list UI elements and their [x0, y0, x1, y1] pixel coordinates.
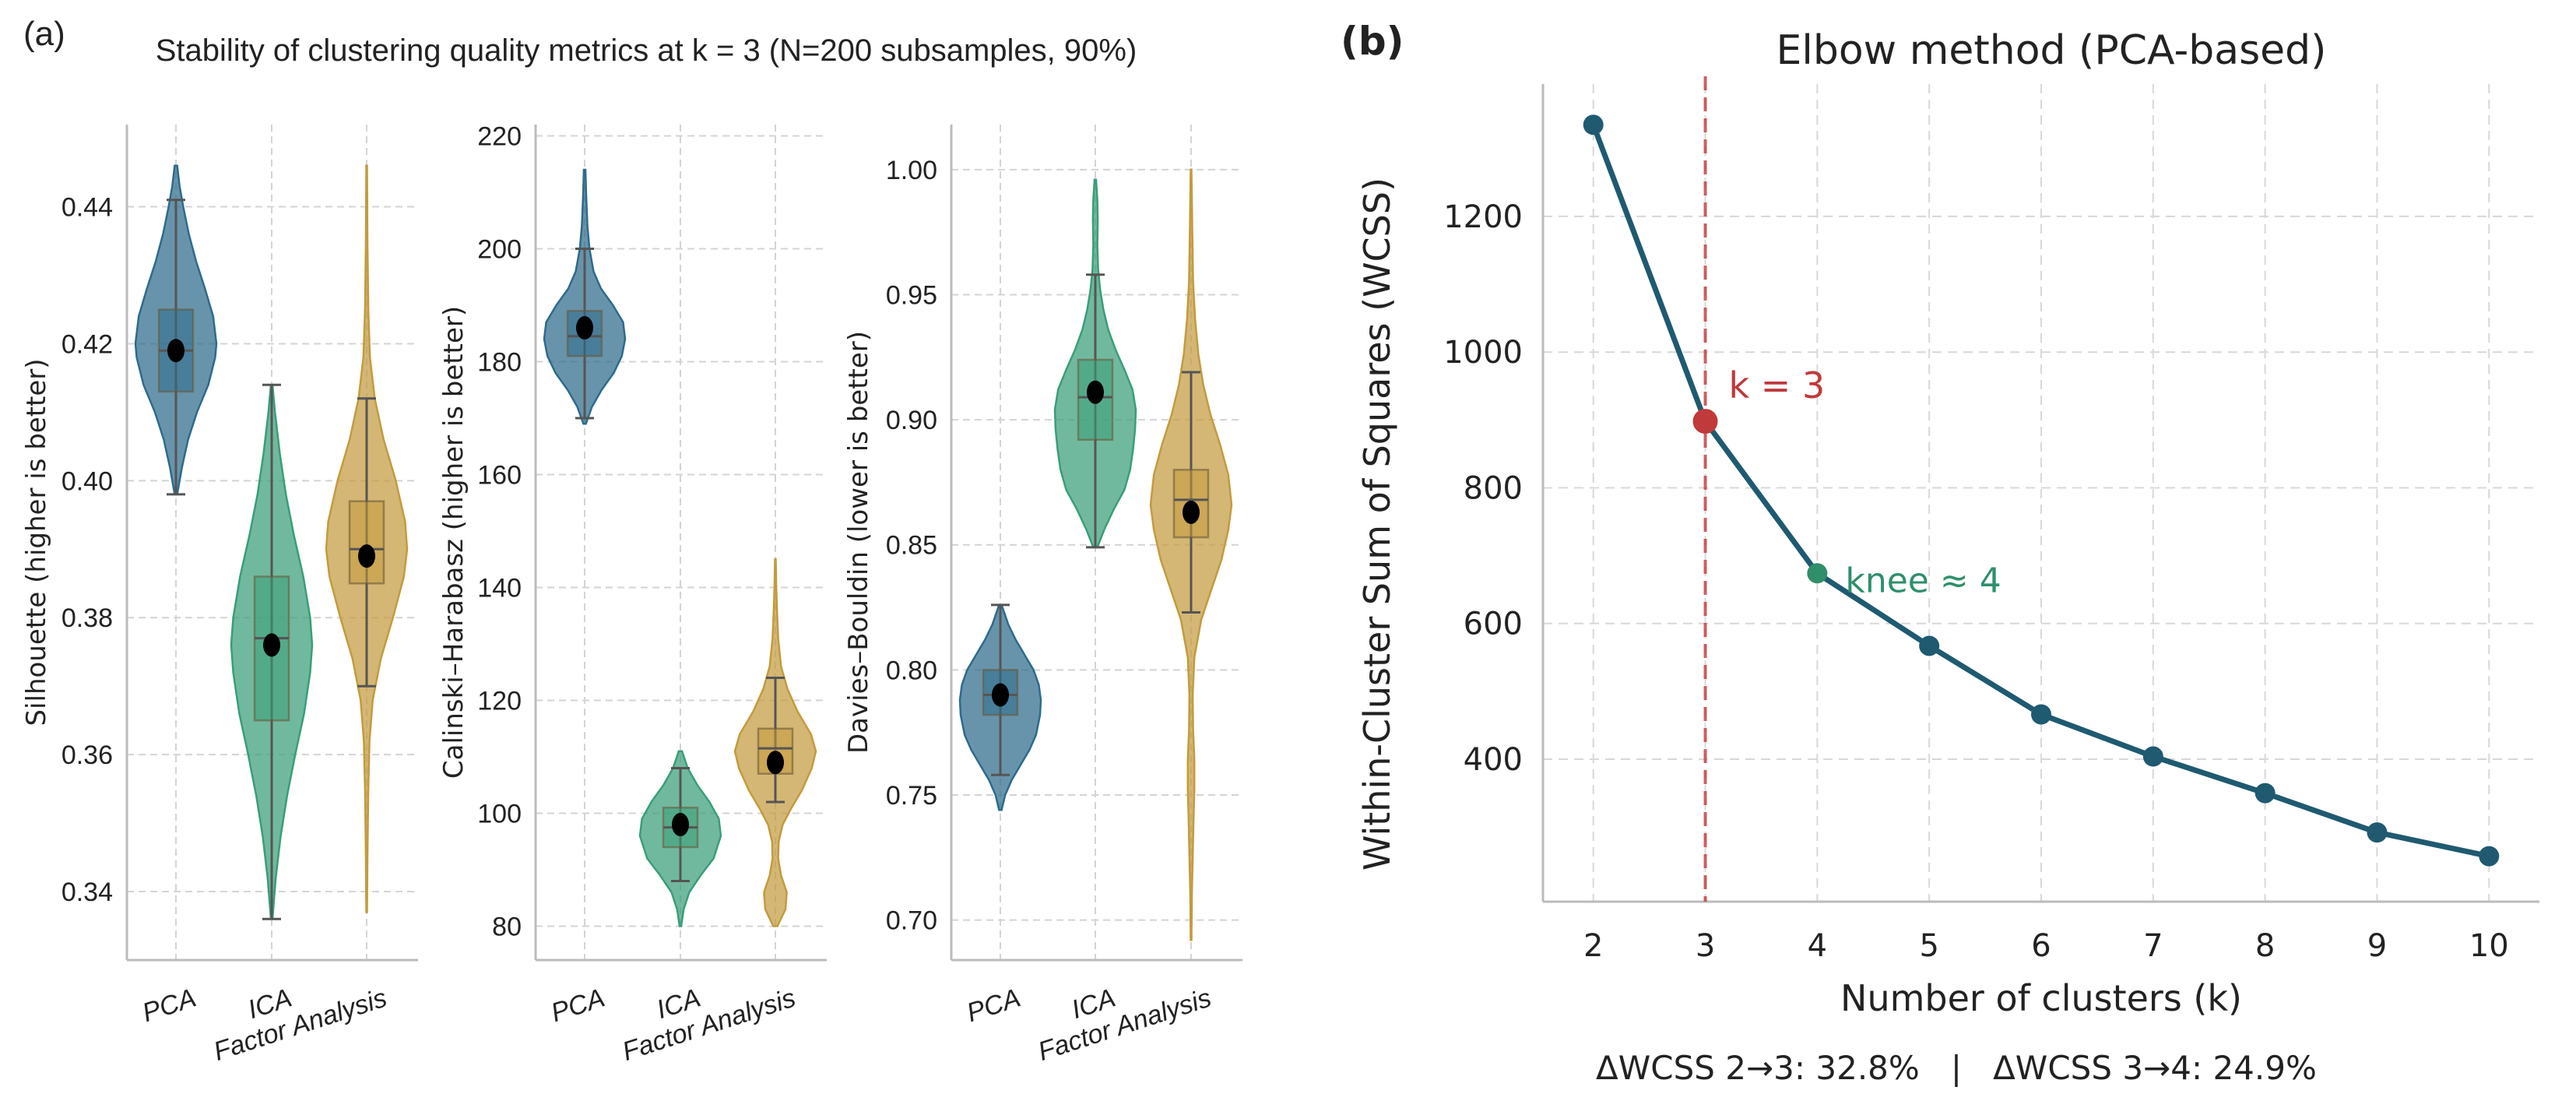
y-tick-label: 0.42 [62, 329, 113, 359]
mean-marker [263, 633, 280, 657]
y-tick-label: 0.80 [886, 656, 937, 685]
wcss-point [2479, 846, 2500, 867]
x-tick-label: 5 [1919, 928, 1938, 964]
violin-chart-davies-bouldin: 0.70 0.75 0.80 0.85 0.90 0.95 1.00 Davies–Bould… [843, 125, 1242, 1067]
mean-marker [358, 544, 375, 568]
y-tick-label: 0.90 [886, 406, 937, 435]
y-tick-label: 0.95 [886, 280, 937, 310]
iqr-box [348, 500, 385, 585]
knee-annotation: knee ≈ 4 [1845, 561, 2001, 600]
y-tick-label: 1200 [1443, 199, 1523, 235]
k3-annotation: k = 3 [1729, 364, 1826, 406]
y-tick-label: 0.85 [886, 531, 937, 561]
y-tick-label: 400 [1464, 742, 1523, 778]
y-tick-label: 0.40 [62, 466, 113, 496]
wcss-point [2254, 783, 2276, 804]
mean-marker [992, 683, 1009, 707]
y-tick-label: 220 [477, 122, 522, 152]
y-tick-label: 200 [477, 235, 522, 265]
x-tick-label: PCA [547, 983, 608, 1028]
x-tick-label: PCA [963, 983, 1024, 1028]
y-tick-label: 0.38 [62, 603, 113, 633]
x-tick-label: Factor Analysis [619, 983, 800, 1067]
wcss-point [2031, 704, 2051, 725]
y-axis-label: Silhouette (higher is better) [21, 358, 52, 726]
mean-marker [672, 813, 689, 836]
y-axis-label: Within-Cluster Sum of Squares (WCSS) [1356, 178, 1398, 871]
elbow-chart: 400 600 800 1000 1200 2 3 4 5 6 7 8 9 10 Number of clu… [1356, 76, 2539, 1019]
x-tick-label: 2 [1583, 928, 1603, 964]
x-tick-label: 8 [2255, 928, 2275, 964]
y-tick-label: 0.70 [886, 906, 937, 936]
y-tick-label: 180 [477, 348, 522, 378]
x-axis-label: Number of clusters (k) [1840, 977, 2242, 1019]
y-tick-label: 100 [477, 800, 522, 829]
y-tick-label: 600 [1464, 607, 1523, 642]
mean-marker [167, 339, 185, 363]
wcss-point [1583, 114, 1604, 135]
panel-b-label: (b) [1341, 19, 1404, 64]
mean-marker [1087, 380, 1104, 404]
violin-chart-silhouette: 0.34 0.36 0.38 0.40 0.42 0.44 Silhouette (high… [21, 125, 418, 1067]
y-tick-label: 1000 [1443, 335, 1523, 371]
y-tick-label: 140 [477, 574, 522, 603]
y-tick-label: 0.34 [62, 878, 113, 907]
mean-marker [576, 316, 593, 339]
x-tick-label: 3 [1696, 928, 1715, 964]
x-tick-label: Factor Analysis [1035, 983, 1215, 1067]
wcss-point [2367, 822, 2388, 843]
mean-marker [767, 751, 784, 775]
wcss-point-knee [1807, 563, 1828, 584]
x-tick-label: 6 [2031, 928, 2051, 964]
y-tick-label: 160 [477, 461, 522, 491]
y-tick-label: 1.00 [886, 156, 937, 185]
delta-wcss-footer: ΔWCSS 2→3: 32.8% | ΔWCSS 3→4: 24.9% [1596, 1049, 2317, 1087]
y-axis-label: Calinski–Harabasz (higher is better) [438, 306, 469, 779]
wcss-point [2142, 746, 2163, 767]
panel-a-label: (a) [23, 15, 65, 53]
x-tick-label: 7 [2143, 928, 2163, 964]
x-tick-label: 10 [2469, 928, 2509, 964]
mean-marker [1183, 500, 1200, 524]
x-tick-label: PCA [139, 983, 199, 1028]
elbow-chart-title: Elbow method (PCA-based) [1776, 27, 2327, 74]
y-tick-label: 800 [1464, 470, 1523, 506]
wcss-point-k3 [1692, 409, 1718, 434]
y-tick-label: 0.75 [886, 781, 937, 811]
y-tick-label: 0.36 [62, 740, 113, 770]
y-axis-label: Davies–Bouldin (lower is better) [843, 331, 874, 754]
y-tick-label: 0.44 [62, 193, 113, 223]
x-tick-label: 4 [1808, 928, 1827, 964]
panel-a-title: Stability of clustering quality metrics … [156, 33, 1137, 68]
y-tick-label: 120 [477, 687, 522, 716]
x-tick-label: 9 [2367, 928, 2387, 964]
x-tick-label: Factor Analysis [210, 983, 391, 1067]
y-tick-label: 80 [492, 913, 522, 942]
wcss-point [1919, 635, 1940, 656]
violin-chart-calinski-harabasz: 80 100 120 140 160 180 200 220 Calinski–Harabasz… [438, 122, 827, 1067]
